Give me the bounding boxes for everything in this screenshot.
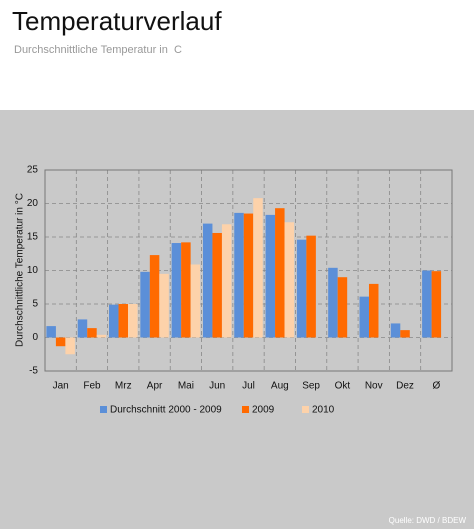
bar [284, 222, 295, 338]
y-tick-label: 15 [27, 232, 39, 243]
bar [190, 264, 201, 338]
legend-label: Durchschnitt 2000 - 2009 [110, 405, 222, 416]
y-axis-label: Durchschnittliche Temperatur in °C [15, 193, 26, 347]
x-tick-label: Ø [432, 381, 440, 392]
x-tick-label: Aug [271, 381, 289, 392]
x-tick-label: Sep [302, 381, 320, 392]
x-tick-label: Jan [53, 381, 69, 392]
bar [212, 232, 222, 338]
bar [171, 243, 182, 338]
x-tick-label: Jun [209, 381, 225, 392]
bar [431, 271, 442, 338]
bar [306, 235, 316, 338]
bar [149, 255, 160, 338]
bar [368, 283, 379, 338]
bar [159, 273, 169, 338]
legend-label: 2010 [312, 405, 335, 416]
bar [328, 267, 338, 338]
x-tick-label: Mai [178, 381, 194, 392]
bar [390, 323, 401, 338]
x-tick-label: Okt [335, 381, 351, 392]
x-tick-label: Dez [396, 381, 414, 392]
source: Quelle: DWD / BDEW [389, 516, 467, 525]
page-title: Temperaturverlauf [12, 6, 222, 36]
chart: Durchschnittliche Temperatur in °C Quell… [0, 110, 474, 529]
legend-label: 2009 [252, 405, 275, 416]
bar [400, 330, 410, 338]
bar [140, 271, 150, 338]
x-tick-label: Feb [83, 381, 101, 392]
x-tick-label: Mrz [115, 381, 132, 392]
plot-frame [44, 169, 453, 372]
y-tick-label: 0 [32, 332, 38, 343]
bar [234, 212, 244, 338]
bar [243, 213, 254, 338]
bar [55, 337, 66, 347]
y-tick-label: 20 [27, 198, 39, 209]
bar [202, 223, 213, 338]
bar [275, 208, 285, 338]
bar [128, 304, 138, 338]
y-tick-label: 5 [32, 299, 38, 310]
bar [46, 326, 56, 338]
y-tick-label: 10 [27, 265, 39, 276]
y-tick-label: -5 [29, 366, 38, 377]
bar [65, 337, 75, 355]
bar [337, 277, 348, 338]
x-tick-label: Apr [147, 381, 163, 392]
bar [359, 296, 369, 338]
bar [253, 198, 263, 338]
bar [265, 214, 276, 338]
bar [109, 304, 119, 338]
bar [118, 304, 129, 338]
y-tick-label: 25 [27, 165, 39, 176]
bar [87, 328, 97, 338]
bar [77, 319, 88, 338]
bar [296, 239, 307, 338]
legend-swatch [242, 406, 249, 413]
x-tick-label: Nov [365, 381, 383, 392]
legend-swatch [100, 406, 107, 413]
x-tick-label: Jul [242, 381, 255, 392]
page-subtitle: Durchschnittliche Temperatur in C [14, 44, 182, 56]
bar [422, 270, 432, 338]
bar [221, 224, 232, 338]
bar [96, 334, 107, 338]
bar [181, 242, 191, 338]
legend-swatch [302, 406, 309, 413]
